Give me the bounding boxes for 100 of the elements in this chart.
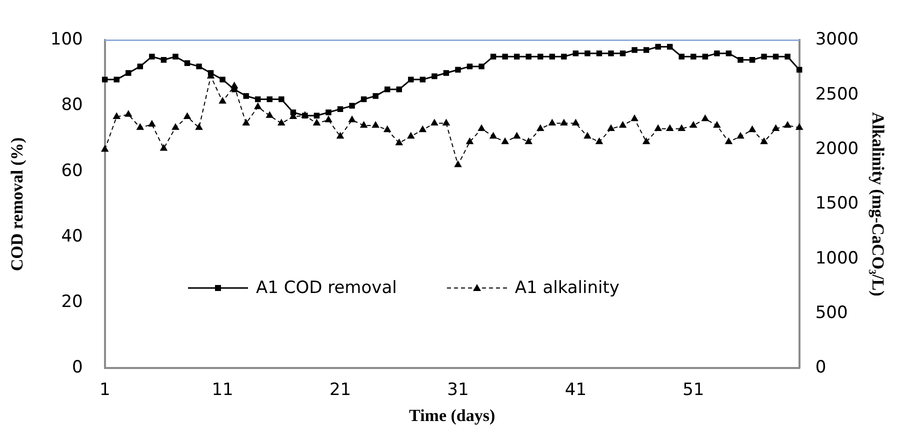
point xyxy=(278,119,285,126)
point xyxy=(548,119,556,126)
point xyxy=(490,54,496,60)
point xyxy=(607,124,615,132)
point xyxy=(749,57,756,63)
point xyxy=(560,119,568,126)
point xyxy=(502,138,509,144)
point xyxy=(348,116,356,122)
point xyxy=(149,54,155,60)
point xyxy=(643,47,650,53)
point xyxy=(172,124,180,130)
point xyxy=(678,54,684,60)
point xyxy=(136,124,144,130)
point xyxy=(396,86,402,92)
point xyxy=(184,60,190,66)
point xyxy=(443,70,450,76)
y2-tick-label: 1000 xyxy=(815,248,859,268)
point xyxy=(608,50,614,56)
point xyxy=(596,50,602,56)
point xyxy=(748,126,756,132)
point xyxy=(266,96,273,102)
point xyxy=(760,138,768,144)
point xyxy=(572,50,579,56)
x-tick-label: 1 xyxy=(99,380,110,400)
point xyxy=(113,112,120,119)
point xyxy=(549,54,556,60)
point xyxy=(337,106,344,112)
point xyxy=(466,138,474,144)
point xyxy=(514,54,520,60)
point xyxy=(502,54,508,60)
point xyxy=(195,124,203,130)
point xyxy=(126,70,132,76)
point xyxy=(525,138,532,144)
point xyxy=(478,64,484,70)
point xyxy=(654,124,662,132)
point xyxy=(148,120,156,127)
point xyxy=(349,102,355,109)
point xyxy=(101,146,108,152)
point xyxy=(632,47,638,53)
point xyxy=(666,44,673,50)
legend-label: A1 COD removal xyxy=(255,278,397,298)
point xyxy=(172,54,178,60)
x-tick-label: 51 xyxy=(682,380,704,400)
y-tick-label: 20 xyxy=(61,292,83,312)
y2-tick-label: 2500 xyxy=(815,84,859,104)
point xyxy=(384,126,391,132)
y2-tick-label: 1500 xyxy=(815,194,859,214)
point xyxy=(536,124,544,132)
point xyxy=(584,50,590,56)
point xyxy=(160,144,168,151)
point xyxy=(408,76,414,82)
y-tick-label: 40 xyxy=(61,226,83,246)
point xyxy=(772,124,780,132)
point xyxy=(254,102,262,110)
point xyxy=(420,76,426,82)
point xyxy=(396,138,403,146)
point xyxy=(796,66,802,73)
point xyxy=(784,54,790,60)
point xyxy=(255,96,261,102)
point xyxy=(231,86,238,92)
point xyxy=(761,54,767,60)
point xyxy=(102,76,108,82)
point xyxy=(124,110,132,117)
point xyxy=(726,50,732,56)
point xyxy=(454,160,462,168)
point xyxy=(702,114,709,122)
y2-tick-label: 2000 xyxy=(815,138,859,159)
y2-tick-label: 0 xyxy=(815,358,826,378)
point xyxy=(619,121,626,128)
point xyxy=(242,119,250,126)
point xyxy=(513,132,520,139)
point xyxy=(526,54,532,60)
y-tick-label: 60 xyxy=(61,160,83,181)
point xyxy=(478,124,486,132)
point xyxy=(772,54,779,60)
point xyxy=(220,76,226,82)
point xyxy=(384,86,390,92)
point xyxy=(114,76,120,82)
x-tick-label: 21 xyxy=(329,380,352,400)
point xyxy=(490,132,497,139)
point xyxy=(620,50,626,56)
point xyxy=(137,64,144,70)
point xyxy=(314,112,320,119)
point xyxy=(666,124,674,132)
point xyxy=(419,126,426,132)
point xyxy=(538,54,544,60)
legend-label: A1 alkalinity xyxy=(514,278,620,298)
point xyxy=(738,57,744,63)
y-tick-label: 0 xyxy=(72,358,83,378)
point xyxy=(466,64,473,70)
point xyxy=(690,54,696,60)
point xyxy=(678,124,686,132)
point xyxy=(336,132,344,139)
point xyxy=(430,119,438,126)
point xyxy=(407,132,414,139)
point xyxy=(736,132,744,139)
x-axis-title: Time (days) xyxy=(409,406,496,426)
point xyxy=(313,119,320,126)
point xyxy=(219,97,226,104)
point xyxy=(796,124,803,130)
